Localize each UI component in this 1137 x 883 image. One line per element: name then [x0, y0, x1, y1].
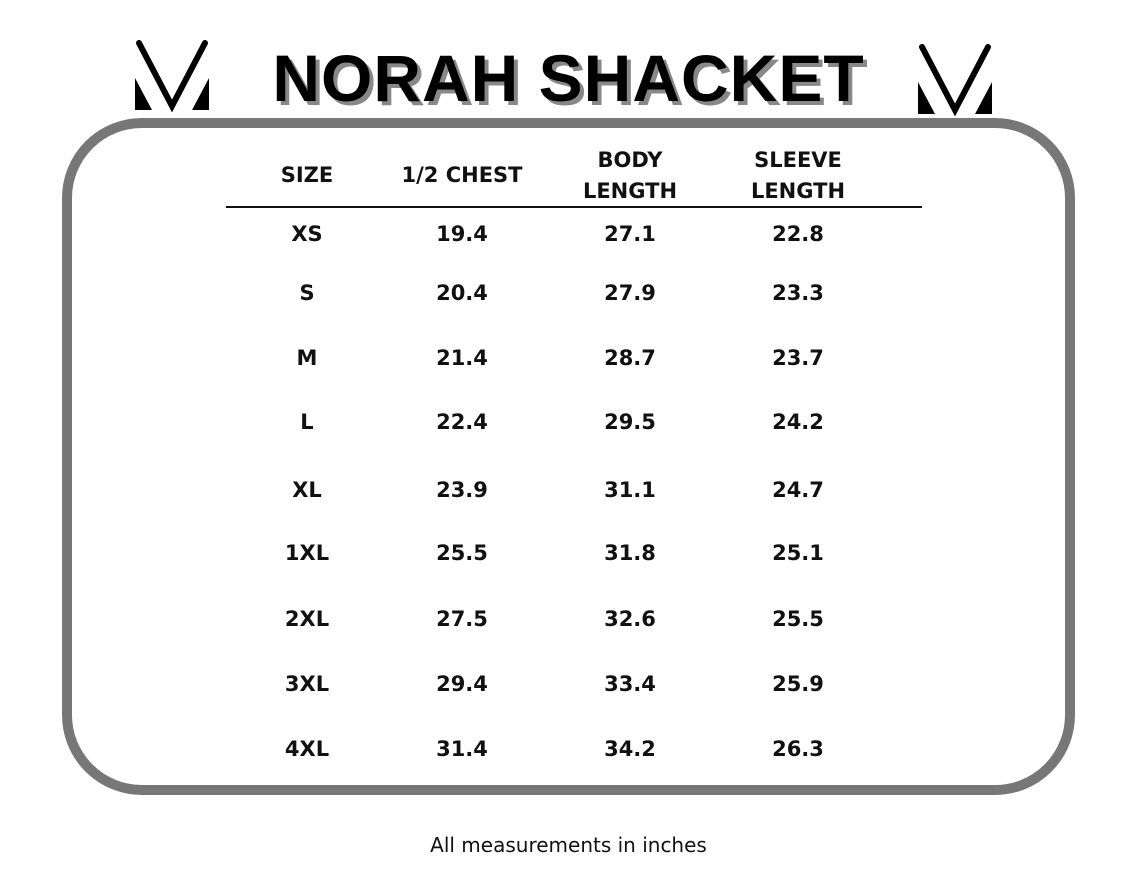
cell-size: 2XL [284, 607, 330, 631]
cell-size: M [296, 346, 318, 370]
cell-body-length: 34.2 [604, 737, 656, 761]
cell-sleeve-length: 25.1 [772, 541, 824, 565]
logo-icon [135, 40, 209, 112]
cell-size: XS [291, 222, 323, 246]
logo-icon [918, 44, 992, 116]
cell-body-length: 29.5 [604, 410, 656, 434]
footer-note: All measurements in inches [430, 833, 707, 857]
cell-sleeve-length: 26.3 [772, 737, 824, 761]
cell-size: 1XL [284, 541, 330, 565]
cell-half-chest: 19.4 [436, 222, 488, 246]
cell-body-length: 32.6 [604, 607, 656, 631]
size-chart-frame [62, 118, 1075, 795]
cell-half-chest: 20.4 [436, 281, 488, 305]
cell-half-chest: 27.5 [436, 607, 488, 631]
header-body-length: BODY LENGTH [582, 148, 678, 203]
cell-sleeve-length: 25.5 [772, 607, 824, 631]
cell-sleeve-length: 24.7 [772, 478, 824, 502]
cell-sleeve-length: 22.8 [772, 222, 824, 246]
cell-size: L [300, 410, 314, 434]
cell-size: XL [292, 478, 322, 502]
cell-half-chest: 25.5 [436, 541, 488, 565]
cell-half-chest: 29.4 [436, 672, 488, 696]
cell-body-length: 31.8 [604, 541, 656, 565]
cell-body-length: 27.1 [604, 222, 656, 246]
header-divider [226, 206, 922, 208]
header-half-chest: 1/2 CHEST [401, 163, 523, 187]
cell-half-chest: 21.4 [436, 346, 488, 370]
cell-sleeve-length: 23.7 [772, 346, 824, 370]
cell-body-length: 28.7 [604, 346, 656, 370]
cell-size: 4XL [284, 737, 330, 761]
cell-half-chest: 23.9 [436, 478, 488, 502]
cell-sleeve-length: 25.9 [772, 672, 824, 696]
header-sleeve-length: SLEEVE LENGTH [750, 148, 846, 203]
header-size: SIZE [280, 163, 334, 187]
cell-sleeve-length: 23.3 [772, 281, 824, 305]
page-title: NORAH SHACKET [272, 41, 865, 115]
cell-body-length: 27.9 [604, 281, 656, 305]
cell-body-length: 31.1 [604, 478, 656, 502]
cell-size: 3XL [284, 672, 330, 696]
cell-half-chest: 22.4 [436, 410, 488, 434]
cell-sleeve-length: 24.2 [772, 410, 824, 434]
cell-half-chest: 31.4 [436, 737, 488, 761]
cell-body-length: 33.4 [604, 672, 656, 696]
cell-size: S [299, 281, 315, 305]
